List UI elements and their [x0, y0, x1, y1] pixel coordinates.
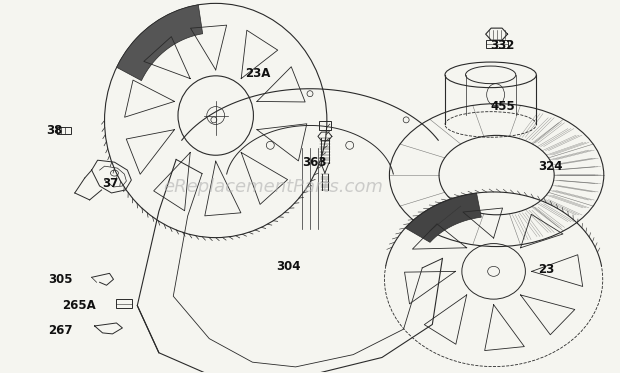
Text: 38: 38 [46, 125, 63, 138]
Polygon shape [405, 193, 481, 242]
Text: 23: 23 [538, 263, 554, 276]
Text: 304: 304 [276, 260, 301, 273]
Bar [117, 299, 132, 308]
Text: eReplacementParts.com: eReplacementParts.com [163, 178, 383, 195]
Text: 305: 305 [48, 273, 73, 286]
Text: 265A: 265A [63, 299, 96, 312]
Text: 455: 455 [490, 100, 515, 113]
Polygon shape [117, 5, 203, 81]
Text: 324: 324 [538, 160, 562, 173]
Text: 23A: 23A [246, 67, 271, 80]
Text: 267: 267 [48, 325, 73, 338]
Bar [319, 122, 331, 131]
Text: 332: 332 [490, 39, 515, 52]
Bar [57, 128, 71, 134]
Bar [485, 40, 508, 48]
Text: 37: 37 [102, 177, 118, 190]
Text: 363: 363 [303, 156, 327, 169]
